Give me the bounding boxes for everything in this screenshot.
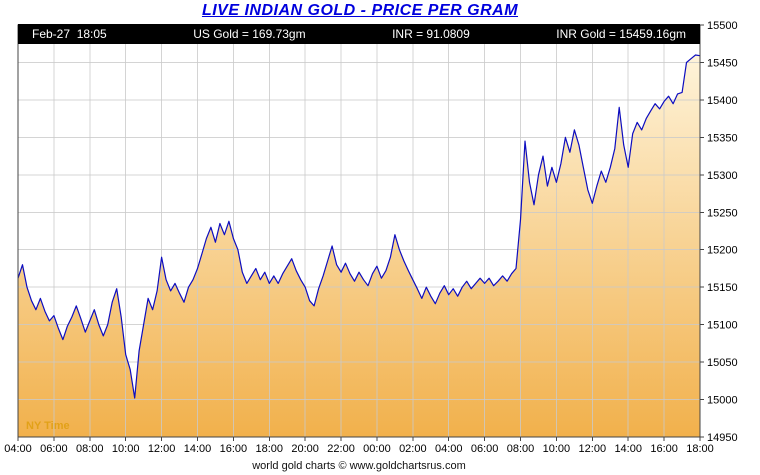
quote-us-gold: US Gold = 169.73gm: [193, 27, 306, 41]
quote-inr-rate: INR = 91.0809: [392, 27, 470, 41]
x-tick-label: 10:00: [112, 443, 140, 455]
x-tick-label: 10:00: [543, 443, 571, 455]
axis-labels: 04:00 06:00 08:00 10:00 12:00 14:00 16:00 18:00…: [4, 20, 737, 455]
x-tick-label: 06:00: [40, 443, 68, 455]
y-tick-label: 15350: [707, 132, 738, 144]
y-tick-label: 15000: [707, 395, 738, 407]
x-tick-label: 14:00: [184, 443, 212, 455]
x-tick-label: 14:00: [614, 443, 642, 455]
x-tick-label: 08:00: [76, 443, 104, 455]
x-tick-label: 02:00: [399, 443, 427, 455]
page-title: LIVE INDIAN GOLD - PRICE PER GRAM: [201, 2, 519, 19]
x-tick-label: 08:00: [507, 443, 535, 455]
x-tick-label: 06:00: [471, 443, 499, 455]
x-tick-label: 04:00: [4, 443, 32, 455]
x-tick-label: 20:00: [291, 443, 319, 455]
y-tick-label: 15050: [707, 357, 738, 369]
tick-marks: [17, 24, 704, 441]
x-tick-label: 18:00: [686, 443, 714, 455]
x-tick-label: 12:00: [148, 443, 176, 455]
quote-inr-gold: INR Gold = 15459.16gm: [556, 27, 686, 41]
x-tick-label: 12:00: [579, 443, 607, 455]
y-tick-label: 15400: [707, 95, 738, 107]
x-tick-label: 18:00: [255, 443, 283, 455]
y-tick-label: 15450: [707, 57, 738, 69]
y-tick-label: 15300: [707, 170, 738, 182]
x-tick-label: 16:00: [650, 443, 678, 455]
y-tick-label: 15200: [707, 245, 738, 257]
quote-datetime: Feb-27 18:05: [32, 27, 107, 41]
x-tick-label: 00:00: [363, 443, 391, 455]
y-tick-label: 15100: [707, 320, 738, 332]
chart-credit: world gold charts © www.goldchartsrus.co…: [252, 460, 466, 472]
x-tick-label: 16:00: [220, 443, 248, 455]
area-fill: [18, 55, 700, 437]
y-tick-label: 15250: [707, 207, 738, 219]
ny-time-label: NY Time: [26, 420, 70, 432]
x-tick-label: 22:00: [327, 443, 355, 455]
y-tick-label: 15500: [707, 20, 738, 32]
y-tick-label: 14950: [707, 432, 738, 444]
x-tick-label: 04:00: [435, 443, 463, 455]
y-tick-label: 15150: [707, 282, 738, 294]
quote-header-bar: Feb-27 18:05 US Gold = 169.73gm INR = 91…: [18, 24, 700, 44]
price-line: [17, 54, 701, 399]
